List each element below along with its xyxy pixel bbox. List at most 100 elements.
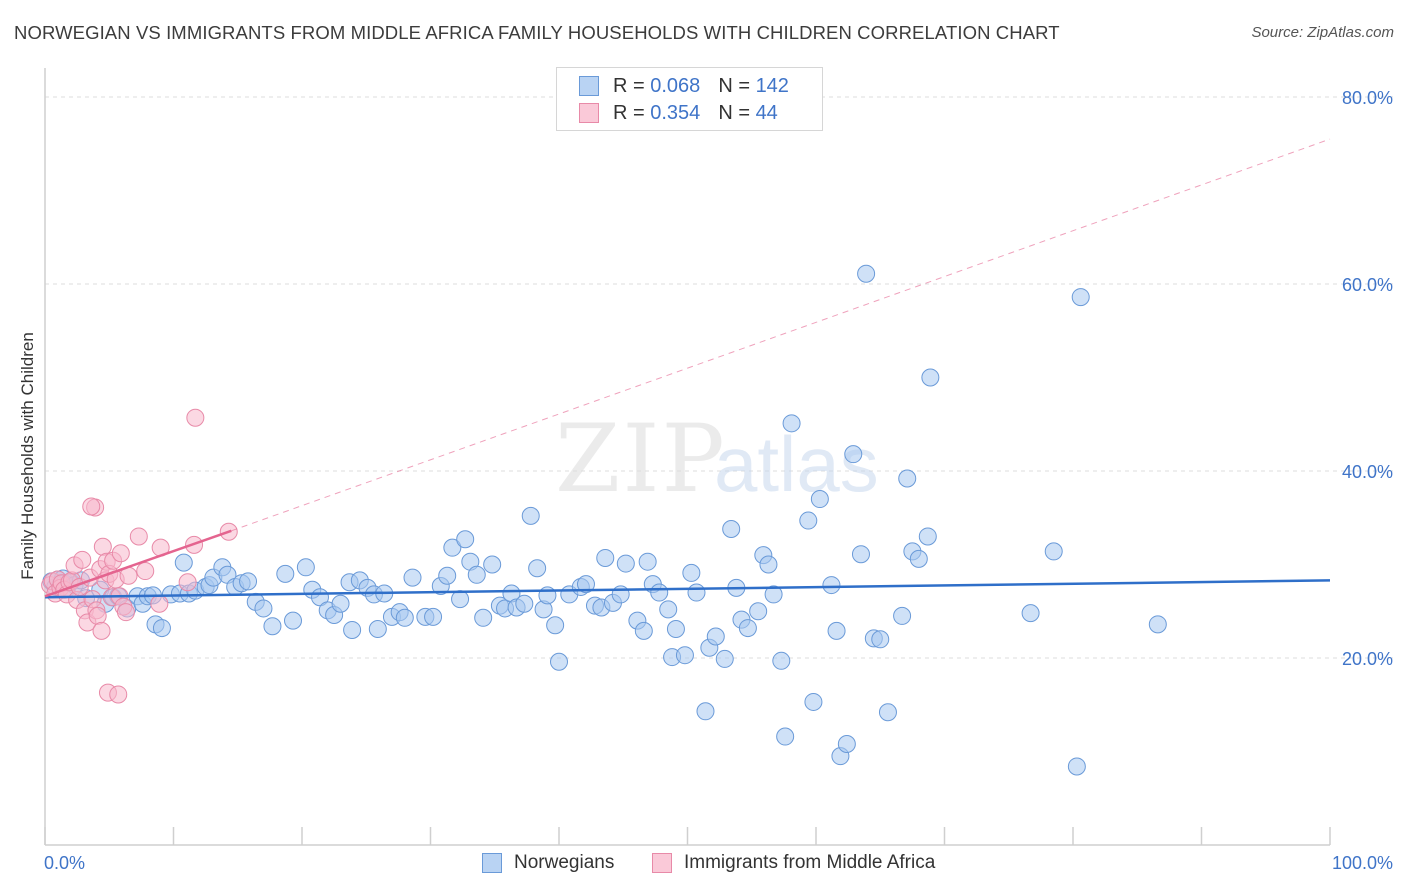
data-point-norwegians [675, 646, 694, 665]
data-point-norwegians [276, 564, 295, 583]
y-tick-label: 20.0% [1342, 649, 1393, 669]
data-point-norwegians [254, 599, 273, 618]
data-point-norwegians [395, 608, 414, 627]
data-point-middle-africa [111, 544, 130, 563]
data-point-norwegians [782, 414, 801, 433]
data-point-norwegians [810, 490, 829, 509]
chart-title: NORWEGIAN VS IMMIGRANTS FROM MIDDLE AFRI… [14, 22, 1060, 43]
watermark-atlas: atlas [714, 420, 879, 508]
data-point-norwegians [878, 703, 897, 722]
norwegians-points [42, 264, 1167, 776]
data-point-norwegians [528, 559, 547, 578]
legend-n-label: N = [718, 102, 756, 124]
data-point-norwegians [715, 649, 734, 668]
data-point-norwegians [909, 549, 928, 568]
legend-r-label: R = [613, 75, 651, 97]
legend-r-value: 0.354 [650, 102, 701, 124]
data-point-norwegians [576, 575, 595, 594]
data-point-middle-africa [93, 537, 112, 556]
data-point-middle-africa [92, 621, 111, 640]
data-point-norwegians [1044, 542, 1063, 561]
data-point-norwegians [893, 606, 912, 625]
data-point-norwegians [616, 554, 635, 573]
data-point-norwegians [759, 555, 778, 574]
data-point-norwegians [898, 469, 917, 488]
y-axis-label: Family Households with Children [18, 332, 37, 580]
data-point-norwegians [764, 585, 783, 604]
trend-line-middle-africa-extension [231, 138, 1331, 532]
legend-swatch-pink [579, 103, 599, 123]
data-point-norwegians [638, 552, 657, 571]
data-point-norwegians [456, 530, 475, 549]
data-point-middle-africa [109, 685, 128, 704]
data-point-norwegians [546, 616, 565, 635]
trend-line-middle-africa [44, 529, 232, 598]
data-point-norwegians [706, 627, 725, 646]
bottom-legend-swatch-blue [482, 853, 502, 873]
legend-r-value: 0.068 [650, 75, 701, 97]
y-tick-label: 40.0% [1342, 462, 1393, 482]
legend-n-value: 44 [755, 102, 778, 124]
data-point-norwegians [483, 555, 502, 574]
data-point-middle-africa [116, 603, 135, 622]
data-point-norwegians [776, 727, 795, 746]
data-point-norwegians [1071, 288, 1090, 307]
x-tick-label: 0.0% [44, 853, 85, 873]
data-point-norwegians [550, 652, 568, 671]
data-point-norwegians [844, 445, 863, 464]
data-point-norwegians [918, 527, 937, 546]
data-point-norwegians [837, 735, 856, 754]
data-point-norwegians [467, 565, 486, 584]
data-point-norwegians [650, 583, 669, 602]
data-point-middle-africa [150, 594, 169, 613]
data-point-norwegians [438, 566, 457, 585]
data-point-norwegians [331, 594, 350, 613]
data-point-norwegians [738, 619, 757, 638]
data-point-norwegians [1067, 757, 1086, 776]
data-point-norwegians [857, 264, 876, 283]
y-tick-label: 60.0% [1342, 275, 1393, 295]
bottom-legend-swatch-pink [652, 853, 672, 873]
correlation-legend: R = 0.068 N = 142 R = 0.354 N = 44 [556, 67, 823, 131]
middle-africa-points [41, 408, 238, 704]
data-point-norwegians [368, 620, 387, 639]
trend-line-norwegians [44, 579, 1331, 599]
data-point-norwegians [1148, 615, 1167, 634]
data-point-norwegians [921, 368, 940, 387]
data-point-norwegians [1021, 604, 1040, 623]
data-point-norwegians [343, 620, 362, 639]
data-point-norwegians [174, 553, 193, 572]
data-point-norwegians [515, 594, 534, 613]
data-point-norwegians [521, 506, 540, 525]
data-point-middle-africa [178, 573, 197, 592]
data-point-norwegians [682, 563, 701, 582]
legend-n-label: N = [718, 75, 756, 97]
data-point-middle-africa [88, 606, 107, 625]
bottom-legend-label: Norwegians [514, 852, 615, 873]
y-tick-label: 80.0% [1342, 88, 1393, 108]
data-point-middle-africa [186, 408, 205, 427]
data-point-norwegians [263, 617, 282, 636]
data-point-norwegians [687, 583, 706, 602]
data-point-middle-africa [73, 550, 92, 569]
data-point-middle-africa [129, 527, 148, 546]
tick-labels: 20.0% 40.0% 60.0% 80.0% 0.0% 100.0% [44, 88, 1393, 873]
legend-n-value: 142 [755, 75, 789, 97]
data-point-norwegians [451, 590, 470, 609]
data-point-norwegians [474, 608, 493, 627]
data-point-middle-africa [82, 497, 101, 516]
data-point-norwegians [284, 611, 303, 630]
data-point-norwegians [152, 619, 171, 638]
data-point-norwegians [666, 620, 685, 639]
data-point-norwegians [804, 692, 823, 711]
source-credit: Source: ZipAtlas.com [1251, 24, 1394, 41]
data-point-norwegians [424, 607, 443, 626]
data-point-norwegians [659, 600, 678, 619]
data-point-norwegians [799, 511, 818, 530]
data-point-norwegians [443, 538, 462, 557]
x-tick-label: 100.0% [1332, 853, 1393, 873]
bottom-legend-label: Immigrants from Middle Africa [684, 852, 936, 873]
watermark: ZIP atlas [555, 405, 879, 514]
data-point-norwegians [634, 621, 653, 640]
data-point-norwegians [822, 576, 841, 595]
